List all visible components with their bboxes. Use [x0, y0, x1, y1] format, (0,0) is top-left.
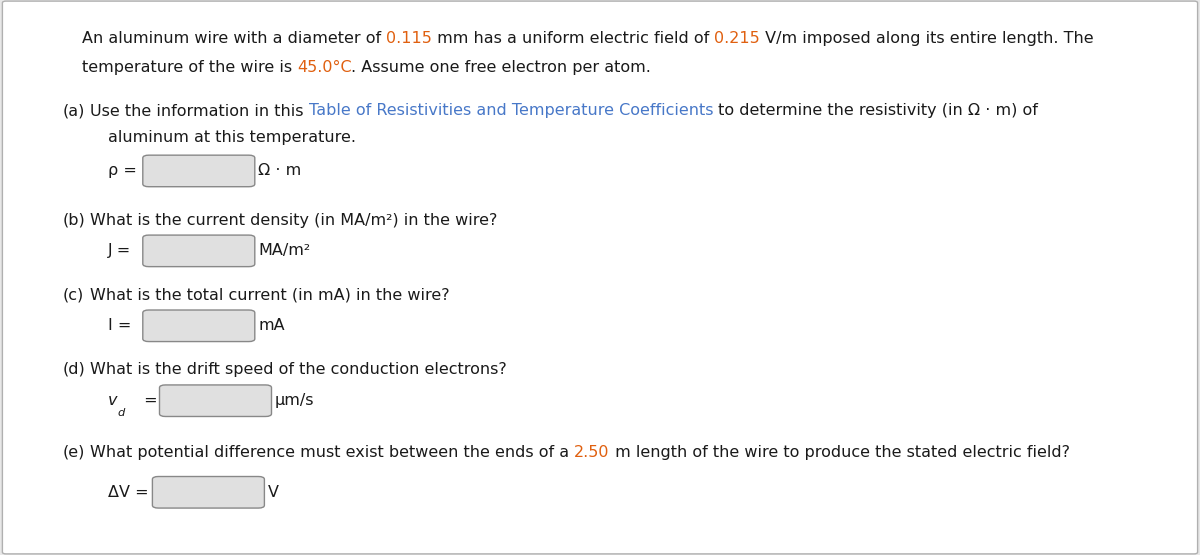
Text: V: V: [268, 485, 278, 500]
Text: An aluminum wire with a diameter of: An aluminum wire with a diameter of: [82, 31, 386, 47]
Text: μm/s: μm/s: [275, 393, 314, 408]
Text: What potential difference must exist between the ends of a: What potential difference must exist bet…: [90, 445, 575, 460]
Text: Ω · m: Ω · m: [258, 163, 301, 179]
Text: (b): (b): [62, 213, 85, 228]
Text: d: d: [118, 408, 125, 418]
FancyBboxPatch shape: [143, 155, 254, 186]
Text: 0.215: 0.215: [714, 31, 760, 47]
Text: (d): (d): [62, 361, 85, 377]
Text: J =: J =: [108, 243, 131, 259]
Text: ΔV =: ΔV =: [108, 485, 149, 500]
FancyBboxPatch shape: [143, 310, 254, 341]
Text: mm has a uniform electric field of: mm has a uniform electric field of: [432, 31, 714, 47]
Text: 0.115: 0.115: [386, 31, 432, 47]
Text: What is the drift speed of the conduction electrons?: What is the drift speed of the conductio…: [90, 361, 506, 377]
Text: MA/m²: MA/m²: [258, 243, 311, 259]
Text: aluminum at this temperature.: aluminum at this temperature.: [108, 130, 356, 145]
Text: I =: I =: [108, 318, 131, 334]
Text: Use the information in this: Use the information in this: [90, 103, 308, 119]
Text: 45.0°C: 45.0°C: [296, 60, 352, 75]
Text: (c): (c): [62, 287, 84, 303]
Text: m length of the wire to produce the stated electric field?: m length of the wire to produce the stat…: [610, 445, 1069, 460]
Text: to determine the resistivity (in Ω · m) of: to determine the resistivity (in Ω · m) …: [713, 103, 1038, 119]
Text: What is the total current (in mA) in the wire?: What is the total current (in mA) in the…: [90, 287, 450, 303]
Text: . Assume one free electron per atom.: . Assume one free electron per atom.: [352, 60, 652, 75]
Text: mA: mA: [258, 318, 286, 334]
Text: =: =: [139, 393, 157, 408]
Text: ρ =: ρ =: [108, 163, 137, 179]
Text: Table of Resistivities and Temperature Coefficients: Table of Resistivities and Temperature C…: [308, 103, 713, 119]
FancyBboxPatch shape: [152, 477, 264, 508]
Text: temperature of the wire is: temperature of the wire is: [82, 60, 296, 75]
FancyBboxPatch shape: [143, 235, 254, 266]
FancyBboxPatch shape: [160, 385, 271, 416]
Text: V/m imposed along its entire length. The: V/m imposed along its entire length. The: [760, 31, 1093, 47]
Text: (a): (a): [62, 103, 85, 119]
Text: 2.50: 2.50: [575, 445, 610, 460]
Text: (e): (e): [62, 445, 85, 460]
Text: v: v: [108, 393, 118, 408]
Text: What is the current density (in MA/m²) in the wire?: What is the current density (in MA/m²) i…: [90, 213, 497, 228]
